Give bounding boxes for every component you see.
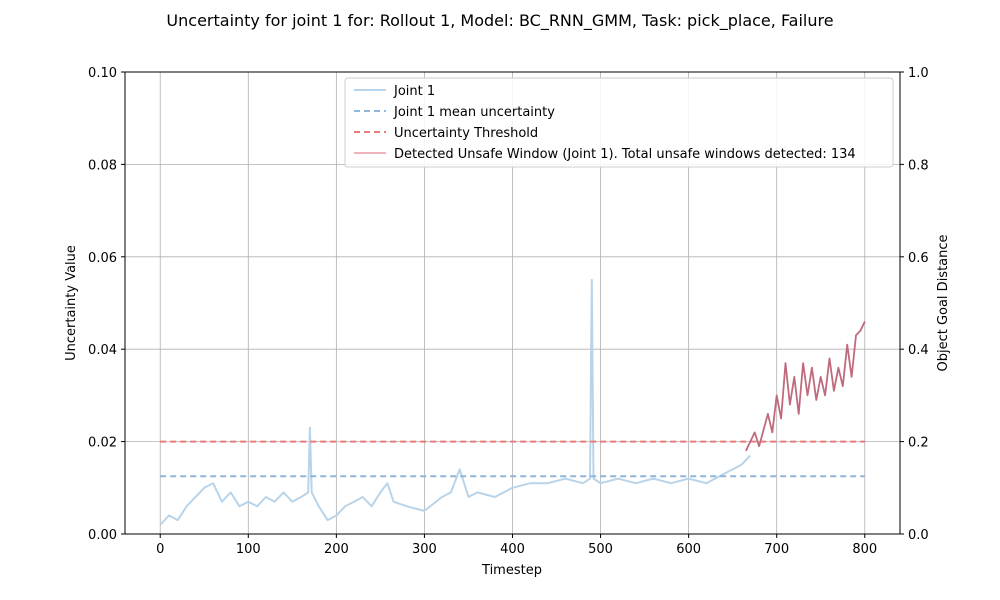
y-tick-label: 0.10 bbox=[88, 66, 117, 81]
x-tick-label: 200 bbox=[324, 542, 349, 557]
legend-label-threshold: Uncertainty Threshold bbox=[394, 126, 538, 141]
legend-label-mean: Joint 1 mean uncertainty bbox=[393, 105, 555, 120]
x-tick-label: 500 bbox=[588, 542, 613, 557]
y-tick-label: 0.02 bbox=[88, 436, 117, 451]
y2-tick-label: 0.2 bbox=[908, 436, 929, 451]
y2-tick-label: 0.4 bbox=[908, 343, 929, 358]
y-axis-title: Uncertainty Value bbox=[64, 245, 79, 361]
y2-tick-label: 0.8 bbox=[908, 158, 929, 173]
y2-tick-label: 1.0 bbox=[908, 66, 929, 81]
legend: Joint 1 Joint 1 mean uncertainty Uncerta… bbox=[344, 77, 894, 168]
chart-title: Uncertainty for joint 1 for: Rollout 1, … bbox=[166, 11, 833, 31]
y-tick-label: 0.06 bbox=[88, 251, 117, 266]
series-joint-1-line bbox=[159, 278, 752, 526]
y2-tick-label: 0.0 bbox=[908, 528, 929, 543]
y-tick-label: 0.04 bbox=[88, 343, 117, 358]
y2-axis-title: Object Goal Distance bbox=[936, 234, 951, 371]
legend-label-unsafe: Detected Unsafe Window (Joint 1). Total … bbox=[394, 147, 856, 162]
y-tick-label: 0.00 bbox=[88, 528, 117, 543]
x-tick-label: 800 bbox=[852, 542, 877, 557]
legend-label-joint: Joint 1 bbox=[393, 84, 435, 99]
y2-tick-label: 0.6 bbox=[908, 251, 929, 266]
x-tick-label: 700 bbox=[764, 542, 789, 557]
x-tick-label: 300 bbox=[412, 542, 437, 557]
x-tick-label: 600 bbox=[676, 542, 701, 557]
tick-layer: 0 100 200 300 400 500 600 700 800 0.00 0.02 0.04 0.0… bbox=[88, 66, 929, 557]
legend-frame bbox=[344, 77, 894, 168]
x-tick-label: 0 bbox=[156, 542, 164, 557]
x-tick-label: 400 bbox=[500, 542, 525, 557]
x-tick-label: 100 bbox=[236, 542, 261, 557]
series-unsafe-window-line bbox=[745, 321, 866, 452]
series-layer bbox=[159, 278, 866, 526]
y-tick-label: 0.08 bbox=[88, 158, 117, 173]
x-axis-title: Timestep bbox=[481, 563, 542, 578]
